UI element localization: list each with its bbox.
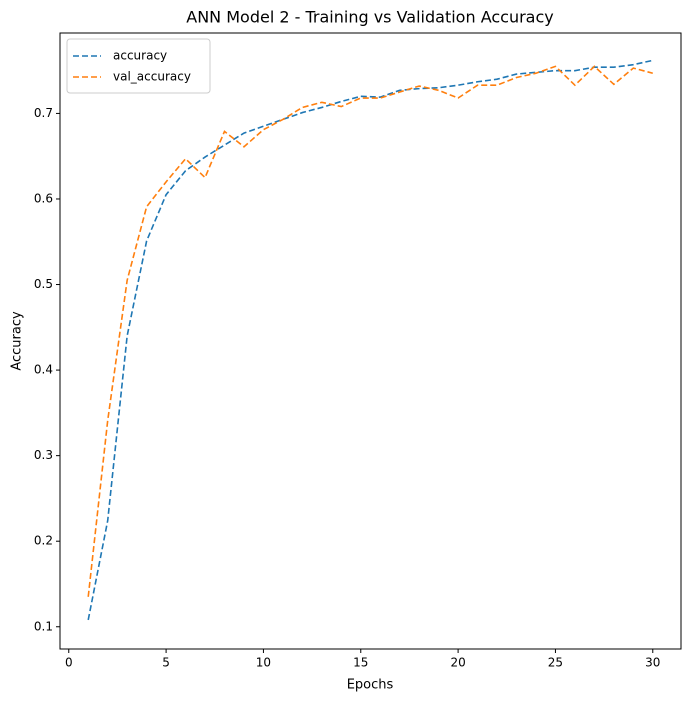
x-tick-label: 0: [65, 656, 73, 670]
y-tick-label: 0.4: [34, 363, 53, 377]
x-tick-label: 15: [353, 656, 368, 670]
x-tick-label: 20: [450, 656, 465, 670]
y-tick-label: 0.7: [34, 106, 53, 120]
y-tick-label: 0.2: [34, 534, 53, 548]
legend-label: val_accuracy: [113, 70, 191, 84]
y-tick-label: 0.6: [34, 191, 53, 205]
x-axis-label: Epochs: [347, 678, 394, 693]
y-tick-label: 0.1: [34, 619, 53, 633]
plot-frame: [59, 32, 682, 650]
y-tick-label: 0.3: [34, 448, 53, 462]
legend-label: accuracy: [113, 49, 167, 63]
y-tick-label: 0.5: [34, 277, 53, 291]
data-line: [87, 65, 653, 597]
x-tick-label: 5: [162, 656, 170, 670]
legend-box: [66, 38, 211, 94]
y-axis-label: Accuracy: [10, 311, 25, 371]
x-tick-label: 10: [256, 656, 271, 670]
x-tick-label: 25: [548, 656, 563, 670]
chart-title: ANN Model 2 - Training vs Validation Acc…: [186, 8, 553, 27]
x-tick-label: 30: [645, 656, 660, 670]
data-line: [87, 59, 653, 621]
